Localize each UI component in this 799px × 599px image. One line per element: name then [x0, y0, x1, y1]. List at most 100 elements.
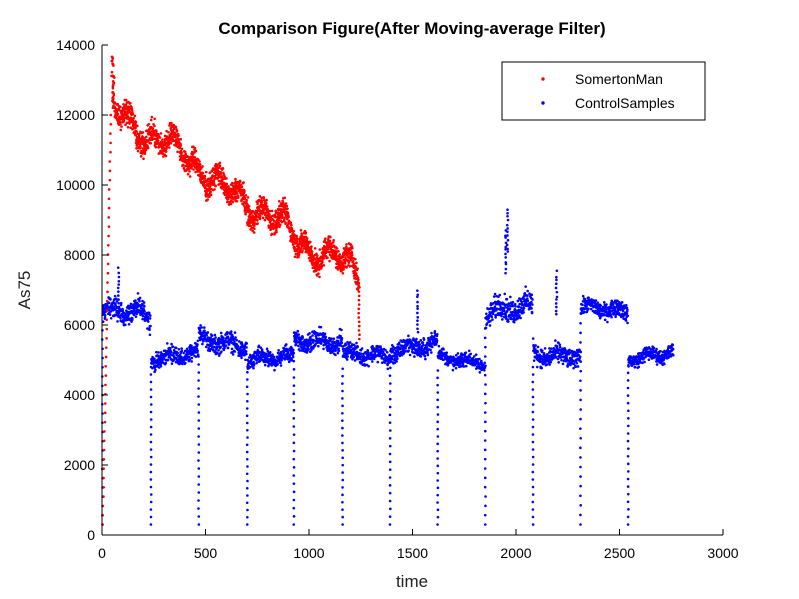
control-samples-point [574, 365, 578, 369]
control-samples-point [103, 316, 107, 319]
control-samples-point [143, 305, 146, 308]
control-samples-point [216, 345, 219, 349]
somertonman-point [291, 240, 295, 244]
somertonman-point [106, 271, 110, 275]
control-samples-point [504, 271, 507, 275]
control-samples-point [245, 421, 249, 425]
control-samples-point [572, 366, 575, 370]
control-samples-point [587, 307, 590, 311]
control-samples-point [159, 364, 163, 368]
somertonman-point [132, 117, 136, 120]
control-samples-point [341, 426, 344, 430]
control-samples-point [241, 344, 244, 348]
control-samples-point [198, 329, 202, 333]
somertonman-point [246, 196, 250, 199]
control-samples-point [292, 490, 296, 494]
somertonman-point [107, 244, 110, 247]
control-samples-point [292, 433, 296, 436]
control-samples-point [341, 434, 344, 437]
control-samples-point [504, 262, 508, 266]
somertonman-point [102, 485, 105, 489]
control-samples-point [626, 401, 630, 405]
control-samples-point [554, 339, 557, 342]
control-samples-point [587, 296, 590, 299]
control-samples-point [504, 256, 508, 259]
control-samples-point [506, 208, 509, 212]
control-samples-point [340, 341, 344, 344]
control-samples-point [602, 301, 606, 304]
control-samples-point [388, 421, 392, 424]
control-samples-point [663, 362, 666, 366]
control-samples-point [184, 361, 187, 365]
somertonman-point [147, 122, 151, 126]
somertonman-point [290, 223, 293, 227]
somertonman-point [284, 221, 287, 224]
control-samples-point [531, 448, 535, 451]
control-samples-point [531, 493, 535, 496]
control-samples-point [396, 357, 399, 360]
control-samples-point [506, 250, 510, 253]
control-samples-point [500, 314, 503, 318]
control-samples-point [217, 349, 220, 352]
control-samples-point [549, 360, 553, 364]
somertonman-point [116, 112, 120, 116]
control-samples-point [155, 350, 158, 354]
control-samples-point [436, 493, 439, 497]
control-samples-point [353, 359, 357, 362]
control-samples-point [224, 344, 228, 347]
somertonman-point [164, 150, 168, 153]
control-samples-point [266, 349, 270, 353]
control-samples-point [258, 359, 262, 363]
control-samples-point [389, 429, 392, 432]
control-samples-point [536, 350, 539, 354]
control-samples-point [129, 302, 133, 306]
control-samples-point [294, 331, 298, 335]
control-samples-point [557, 361, 560, 364]
somertonman-point [201, 171, 205, 175]
control-samples-point [655, 363, 659, 366]
control-samples-point [246, 370, 249, 374]
somertonman-point [285, 204, 289, 208]
control-samples-point [531, 395, 535, 399]
somertonman-point [258, 214, 262, 218]
control-samples-point [279, 364, 283, 367]
control-samples-point [246, 479, 249, 483]
control-samples-point [490, 315, 494, 319]
control-samples-point [147, 311, 151, 315]
control-samples-point [484, 345, 487, 349]
control-samples-point [116, 286, 120, 290]
control-samples-point [483, 513, 487, 517]
control-samples-point [406, 338, 409, 342]
somertonman-point [244, 194, 248, 197]
control-samples-point [579, 408, 582, 411]
control-samples-point [626, 492, 630, 496]
control-samples-point [235, 338, 238, 342]
control-samples-point [292, 351, 296, 355]
somertonman-point [251, 210, 255, 213]
somertonman-point [111, 86, 115, 90]
somertonman-point [265, 205, 269, 208]
control-samples-point [483, 355, 487, 358]
somertonman-point [243, 190, 246, 194]
control-samples-point [423, 354, 427, 358]
somertonman-point [142, 157, 145, 161]
control-samples-point [292, 417, 296, 420]
somertonman-point [168, 146, 171, 149]
control-samples-point [284, 343, 288, 346]
somertonman-point [144, 135, 148, 139]
control-samples-point [531, 388, 535, 391]
control-samples-point [292, 376, 296, 379]
control-samples-point [579, 465, 582, 469]
control-samples-point [541, 349, 544, 352]
control-samples-point [176, 354, 180, 358]
control-samples-point [487, 316, 491, 320]
control-samples-point [416, 304, 419, 308]
control-samples-point [345, 358, 349, 361]
somertonman-point [206, 198, 210, 201]
somertonman-point [227, 185, 230, 188]
control-samples-point [279, 350, 282, 354]
control-samples-point [596, 301, 600, 304]
somertonman-point [243, 196, 247, 200]
somertonman-point [297, 246, 301, 249]
control-samples-point [292, 457, 296, 461]
